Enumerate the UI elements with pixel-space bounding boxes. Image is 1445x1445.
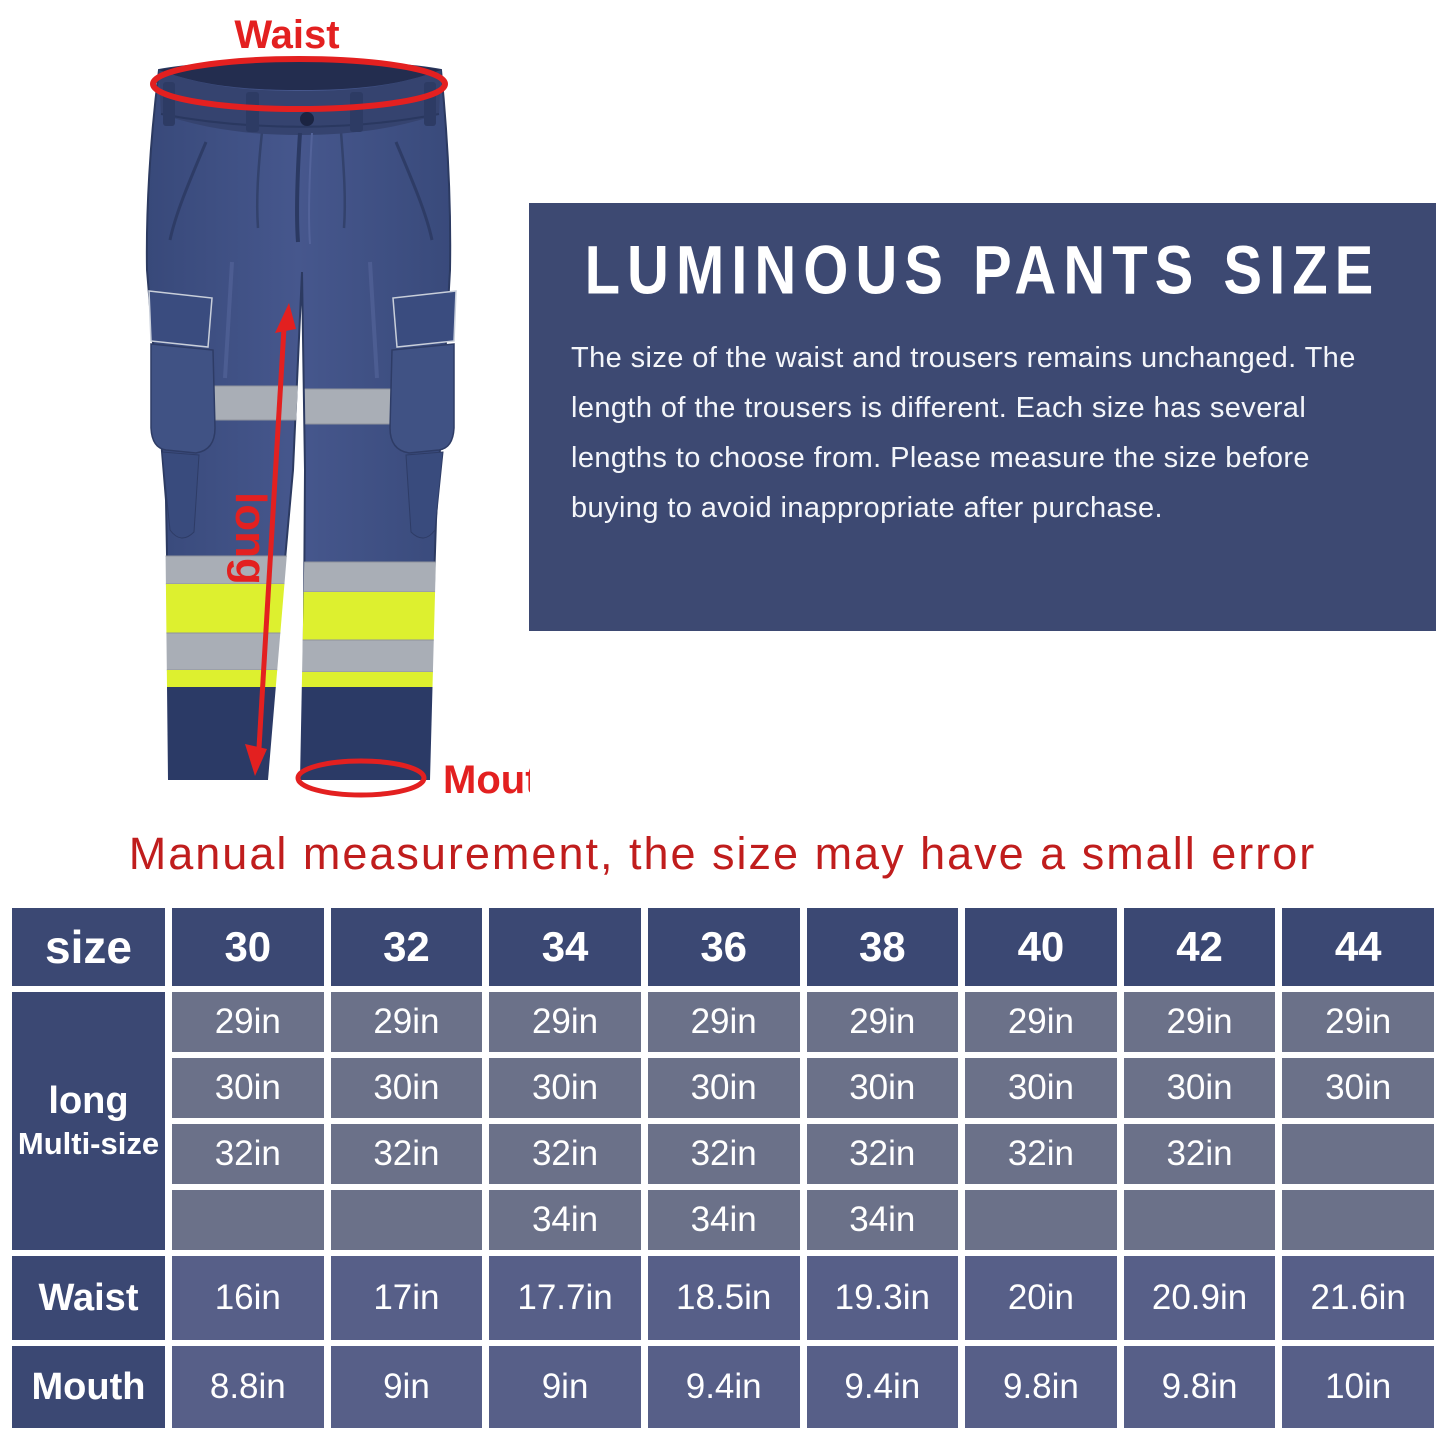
- waistband-interior: [159, 61, 441, 90]
- table-cell: [1282, 1124, 1434, 1184]
- table-cell: 30in: [806, 1058, 959, 1118]
- table-cell: 9in: [489, 1346, 641, 1428]
- info-panel: LUMINOUS PANTS SIZE The size of the wais…: [529, 203, 1436, 631]
- table-cell: 29in: [1123, 992, 1276, 1052]
- size-table: size 30 32 34 36 38 40 42 44 long Multi-…: [12, 908, 1434, 1428]
- table-cell: [965, 1190, 1117, 1250]
- table-cell: 29in: [172, 992, 324, 1052]
- header-cell: 40: [965, 908, 1117, 986]
- row-label-mouth: Mouth: [12, 1346, 165, 1428]
- table-cell: 9.8in: [1123, 1346, 1276, 1428]
- table-cell: 32in: [172, 1124, 324, 1184]
- table-cell: 30in: [965, 1058, 1117, 1118]
- mouth-annotation-label: Mouth: [443, 758, 530, 802]
- fly-seam: [294, 132, 302, 243]
- table-cell: [1282, 1190, 1434, 1250]
- table-cell: 30in: [1123, 1058, 1276, 1118]
- panel-title: LUMINOUS PANTS SIZE: [584, 232, 1381, 309]
- table-cell: 32in: [489, 1124, 641, 1184]
- right-leg-bands: [300, 388, 453, 780]
- long-label: long: [48, 1079, 129, 1122]
- row-label-waist: Waist: [12, 1256, 165, 1340]
- measurement-note: Manual measurement, the size may have a …: [128, 828, 1317, 879]
- pants-figure: Waist long Mouth: [145, 13, 530, 802]
- table-cell: 29in: [965, 992, 1117, 1052]
- long-sublabel: Multi-size: [17, 1126, 160, 1162]
- table-cell: 29in: [330, 992, 483, 1052]
- table-cell: 30in: [489, 1058, 641, 1118]
- header-cell: 32: [330, 908, 483, 986]
- table-cell: 19.3in: [806, 1256, 959, 1340]
- table-cell: 18.5in: [647, 1256, 800, 1340]
- table-cell: 8.8in: [172, 1346, 324, 1428]
- table-cell: 30in: [647, 1058, 800, 1118]
- button: [300, 112, 314, 126]
- waist-annotation-label: Waist: [234, 13, 339, 57]
- table-cell: 34in: [806, 1190, 959, 1250]
- table-cell: [172, 1190, 324, 1250]
- panel-description: The size of the waist and trousers remai…: [571, 342, 1356, 524]
- table-cell: 16in: [172, 1256, 324, 1340]
- waistband: [159, 70, 441, 135]
- header-cell: 42: [1123, 908, 1276, 986]
- header-cell: 44: [1282, 908, 1434, 986]
- table-cell: 29in: [489, 992, 641, 1052]
- table-cell: [1123, 1190, 1276, 1250]
- table-cell: 30in: [172, 1058, 324, 1118]
- header-cell: 38: [806, 908, 959, 986]
- header-cell: 34: [489, 908, 641, 986]
- header-cell: 36: [647, 908, 800, 986]
- table-cell: 17in: [330, 1256, 483, 1340]
- long-measure-arrow: [256, 327, 287, 749]
- waist-measure-ellipse: [150, 56, 448, 112]
- table-cell: [330, 1190, 483, 1250]
- table-cell: 30in: [330, 1058, 483, 1118]
- pants-body: [145, 60, 457, 780]
- table-cell: 29in: [1282, 992, 1434, 1052]
- mouth-measure-ellipse: [295, 758, 427, 798]
- belt-loop: [163, 82, 175, 126]
- table-cell: 9.4in: [806, 1346, 959, 1428]
- measurement-annotations: Waist long Mouth: [150, 13, 530, 802]
- table-cell: 32in: [1123, 1124, 1276, 1184]
- table-cell: 32in: [330, 1124, 483, 1184]
- table-cell: 34in: [489, 1190, 641, 1250]
- table-cell: 32in: [965, 1124, 1117, 1184]
- table-cell: 9.4in: [647, 1346, 800, 1428]
- table-cell: 20in: [965, 1256, 1117, 1340]
- table-cell: 20.9in: [1123, 1256, 1276, 1340]
- table-cell: 17.7in: [489, 1256, 641, 1340]
- belt-loop: [350, 92, 363, 132]
- row-label-long: long Multi-size: [12, 992, 165, 1250]
- table-cell: 21.6in: [1282, 1256, 1434, 1340]
- table-cell: 32in: [647, 1124, 800, 1184]
- table-cell: 29in: [806, 992, 959, 1052]
- belt-loop: [246, 92, 259, 132]
- table-cell: 29in: [647, 992, 800, 1052]
- long-annotation-label: long: [226, 492, 275, 585]
- right-cargo-pocket: [389, 290, 457, 539]
- left-cargo-pocket: [148, 290, 216, 539]
- table-cell: 32in: [806, 1124, 959, 1184]
- table-cell: 9.8in: [965, 1346, 1117, 1428]
- table-cell: 30in: [1282, 1058, 1434, 1118]
- table-cell: 10in: [1282, 1346, 1434, 1428]
- header-cell-size: size: [12, 908, 165, 986]
- belt-loop: [424, 82, 436, 126]
- header-cell: 30: [172, 908, 324, 986]
- table-cell: 34in: [647, 1190, 800, 1250]
- table-cell: 9in: [330, 1346, 483, 1428]
